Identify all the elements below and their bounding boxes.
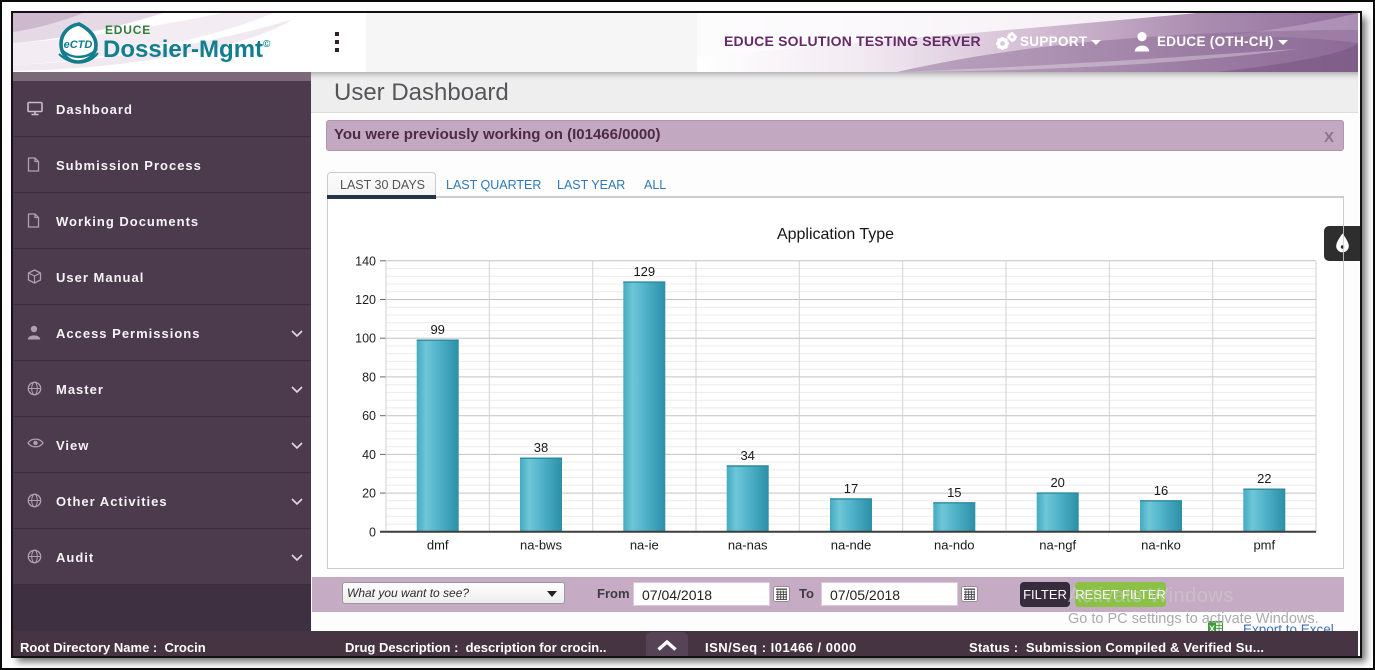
svg-text:17: 17 [844, 481, 858, 496]
svg-text:na-ngf: na-ngf [1039, 537, 1076, 552]
svg-text:40: 40 [362, 448, 376, 462]
svg-text:20: 20 [362, 487, 376, 501]
svg-text:na-ie: na-ie [630, 537, 659, 552]
svg-text:X: X [1209, 624, 1215, 634]
svg-text:99: 99 [430, 322, 444, 337]
svg-text:0: 0 [369, 525, 376, 539]
svg-text:38: 38 [534, 440, 548, 455]
svg-text:15: 15 [947, 485, 961, 500]
svg-text:na-nas: na-nas [728, 537, 768, 552]
svg-text:140: 140 [355, 254, 376, 268]
svg-text:na-nde: na-nde [831, 537, 871, 552]
svg-text:na-bws: na-bws [520, 537, 562, 552]
svg-text:na-ndo: na-ndo [934, 537, 974, 552]
svg-text:60: 60 [362, 409, 376, 423]
svg-text:16: 16 [1154, 483, 1168, 498]
svg-text:eCTD: eCTD [64, 39, 93, 51]
svg-text:20: 20 [1050, 475, 1064, 490]
svg-text:pmf: pmf [1253, 537, 1275, 552]
svg-text:120: 120 [355, 293, 376, 307]
svg-text:80: 80 [362, 370, 376, 384]
svg-text:129: 129 [633, 264, 655, 279]
svg-text:Application Type: Application Type [777, 226, 894, 243]
svg-text:34: 34 [740, 448, 754, 463]
svg-text:na-nko: na-nko [1141, 537, 1181, 552]
svg-text:22: 22 [1257, 471, 1271, 486]
svg-text:dmf: dmf [427, 537, 449, 552]
svg-text:100: 100 [355, 332, 376, 346]
